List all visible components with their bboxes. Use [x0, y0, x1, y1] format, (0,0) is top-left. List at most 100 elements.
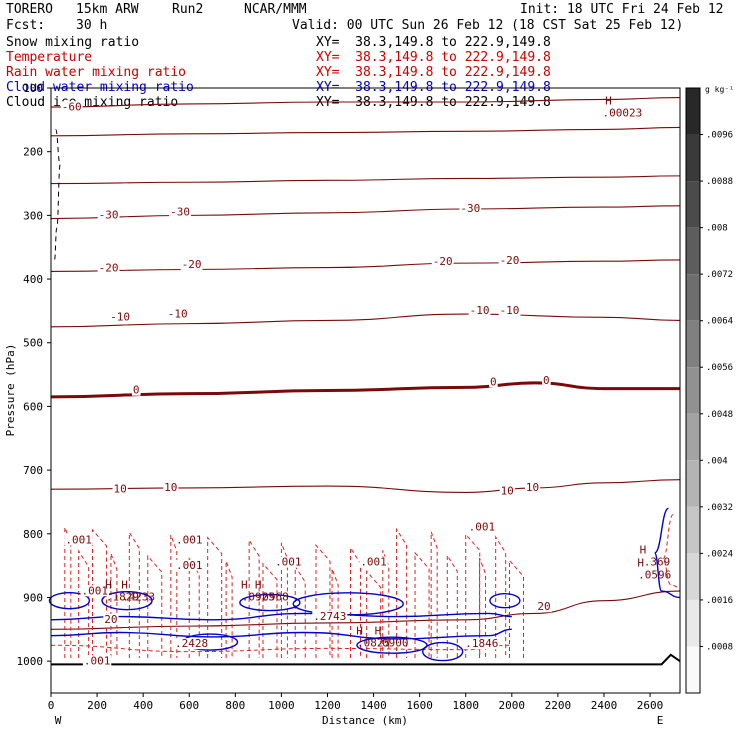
maximum-marker: H [637, 556, 644, 569]
colorbar-segment [686, 460, 700, 507]
maximum-value: .0596 [638, 568, 671, 581]
rain-label: .001 [176, 533, 203, 546]
colorbar-tick-label: .0008 [706, 642, 733, 652]
rain-contour [350, 546, 362, 658]
rain-label-bg [359, 556, 388, 568]
x-tick-label: 1200 [314, 699, 341, 712]
temperature-label-bg [489, 376, 498, 388]
rain-contour [495, 535, 507, 658]
temperature-label-bg [180, 259, 203, 271]
rain-contour [280, 542, 288, 658]
temperature-label: -20 [99, 261, 119, 274]
temperature-label-bg [163, 482, 179, 494]
rain-contour [50, 644, 512, 653]
temperature-label: 10 [113, 482, 126, 495]
rain-contour [509, 559, 525, 658]
header-run: Run2 [172, 2, 204, 17]
maximum-value: .00023 [603, 107, 643, 120]
west-end-label: W [55, 714, 62, 727]
field-xy-temperature: XY= 38.3,149.8 to 222.9,149.8 [316, 50, 551, 65]
header-fcst-label: Fcst: [6, 18, 46, 33]
temperature-label-bg [536, 601, 552, 613]
y-axis-label: Pressure (hPa) [4, 344, 17, 437]
colorbar-segment [686, 553, 700, 600]
x-axis-label: Distance (km) [322, 714, 408, 727]
x-tick-label: 1600 [406, 699, 433, 712]
temperature-label-bg [499, 485, 515, 497]
temperature-label: -30 [99, 209, 119, 222]
temperature-label: 10 [501, 484, 514, 497]
rain-contour [662, 514, 681, 589]
colorbar-tick-label: .0064 [706, 317, 733, 327]
cloud-water-contour [653, 507, 681, 599]
x-tick-label: 2200 [545, 699, 572, 712]
x-tick-label: 1800 [452, 699, 479, 712]
maximum-marker: H [640, 544, 647, 557]
y-tick-label: 100 [23, 82, 43, 95]
cloud-label: .001 [82, 584, 109, 597]
temperature-label: -20 [182, 258, 202, 271]
colorbar-segment [686, 88, 700, 135]
temperature-contour--50 [50, 126, 681, 137]
temperature-label-bg [498, 254, 521, 266]
x-tick-label: 0 [48, 699, 55, 712]
temperature-label-bg [169, 206, 191, 218]
cloud-label: .2743 [313, 610, 346, 623]
temperature-label: 10 [526, 481, 539, 494]
colorbar-segment [686, 320, 700, 368]
header-model: TORERO [6, 2, 53, 17]
temperature-label: -10 [500, 304, 520, 317]
rain-label: .001 [275, 556, 302, 569]
rain-contour [382, 550, 390, 658]
colorbar-tick-label: .004 [706, 456, 728, 466]
temperature-contour--40 [50, 175, 681, 185]
rain-contour [262, 562, 278, 658]
temperature-label-bg [498, 305, 521, 317]
rain-contour [207, 536, 223, 658]
y-tick-label: 600 [23, 400, 43, 413]
y-tick-label: 200 [23, 146, 43, 159]
temperature-label: 20 [537, 600, 550, 613]
maximum-marker: H [255, 579, 262, 592]
temperature-label-bg [60, 101, 83, 113]
rain-label-bg [175, 559, 204, 571]
maximum-value: .0900 [375, 637, 408, 650]
colorbar-tick-label: .0048 [706, 410, 733, 420]
cloud-label-bg [312, 610, 348, 622]
temperature-label-bg [131, 384, 141, 396]
y-tick-label: 500 [23, 337, 43, 350]
cloud-label-bg [464, 638, 500, 650]
temperature-contour-0 [50, 381, 680, 399]
temperature-contour-10 [50, 479, 681, 493]
y-tick-label: 900 [23, 591, 43, 604]
header-resolution: 15km ARW [76, 2, 139, 17]
field-xy-snow: XY= 38.3,149.8 to 222.9,149.8 [316, 35, 551, 50]
maximum-value: .0925 [242, 591, 275, 604]
colorbar-tick-label: .008 [706, 224, 728, 234]
rain-contour [430, 531, 438, 658]
x-tick-label: 800 [225, 699, 245, 712]
x-tick-label: 600 [179, 699, 199, 712]
temperature-label-bg [431, 256, 454, 268]
maximum-marker: H [605, 95, 612, 108]
x-tick-label: 200 [87, 699, 107, 712]
temperature-label: -10 [470, 304, 490, 317]
rain-contour [396, 527, 408, 658]
colorbar-tick-label: .0032 [706, 503, 733, 513]
rain-contour [147, 554, 163, 658]
temperature-label: 0 [133, 384, 140, 397]
rain-contour [465, 533, 481, 658]
colorbar-segment [686, 367, 700, 414]
temperature-label: 10 [164, 481, 177, 494]
rain-label: .001 [65, 533, 92, 546]
rain-label-bg [82, 655, 112, 667]
colorbar-tick-label: .0096 [706, 131, 733, 141]
temperature-label-bg [468, 305, 491, 317]
x-tick-label: 2600 [637, 699, 664, 712]
rain-contour [294, 564, 306, 658]
colorbar-segment [686, 646, 700, 693]
rain-label: .001 [360, 556, 387, 569]
colorbar-tick-label: .0088 [706, 177, 733, 187]
maximum-marker: H [356, 625, 363, 638]
